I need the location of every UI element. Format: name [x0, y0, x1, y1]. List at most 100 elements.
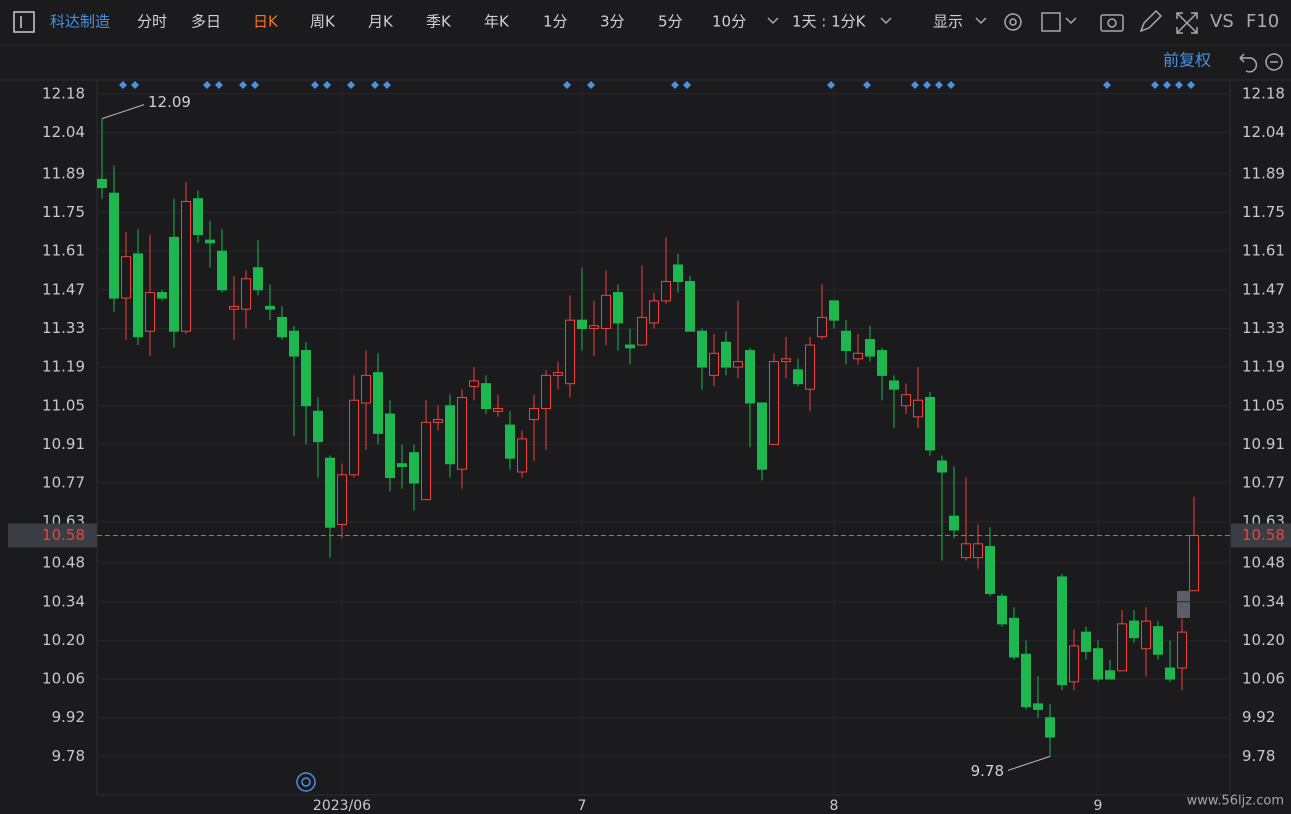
period-tab[interactable]: 1分	[543, 13, 568, 31]
color-icon[interactable]	[1041, 12, 1061, 32]
event-marker[interactable]	[251, 81, 259, 89]
candle-body	[1057, 576, 1067, 686]
display-menu[interactable]: 显示	[933, 13, 963, 31]
adjust-button[interactable]: 前复权	[1163, 51, 1211, 70]
y-tick-label-right: 12.04	[1242, 123, 1285, 141]
candle-body	[637, 316, 647, 346]
event-marker[interactable]	[1103, 81, 1111, 89]
candle-body	[565, 319, 575, 385]
period-tab[interactable]: 3分	[600, 13, 625, 31]
candle-body	[169, 236, 179, 332]
candle-body	[673, 264, 683, 283]
x-tick-label: 7	[578, 798, 587, 814]
fullscreen-icon[interactable]	[1176, 12, 1198, 34]
y-tick-label-right: 9.92	[1242, 708, 1275, 726]
event-marker[interactable]	[311, 81, 319, 89]
period-tab[interactable]: 季K	[426, 13, 452, 31]
event-marker[interactable]	[239, 81, 247, 89]
event-marker[interactable]	[671, 81, 679, 89]
settings-icon[interactable]	[1004, 13, 1022, 31]
candle-body	[853, 352, 863, 360]
chevron[interactable]	[767, 17, 779, 25]
f10-button[interactable]: F10	[1246, 11, 1279, 32]
candle-body	[877, 350, 887, 376]
candle-body	[445, 405, 455, 465]
vs-button[interactable]: VS	[1210, 11, 1234, 32]
period-select[interactable]: 1天 : 1分K	[792, 13, 867, 31]
event-marker[interactable]	[947, 81, 955, 89]
event-marker[interactable]	[1163, 81, 1171, 89]
stock-name[interactable]: 科达制造	[50, 13, 110, 31]
candle-body	[349, 399, 359, 476]
candle-body	[685, 281, 695, 332]
candle-body	[529, 408, 539, 421]
candle-body	[97, 178, 107, 189]
event-marker[interactable]	[683, 81, 691, 89]
event-marker[interactable]	[827, 81, 835, 89]
y-tick-label-right: 11.75	[1242, 203, 1285, 221]
event-marker[interactable]	[323, 81, 331, 89]
period-tab[interactable]: 10分	[712, 13, 746, 31]
candle-body	[985, 546, 995, 594]
event-marker[interactable]	[923, 81, 931, 89]
event-marker[interactable]	[347, 81, 355, 89]
candle-body	[457, 396, 467, 470]
candle-body	[709, 352, 719, 376]
period-tab[interactable]: 5分	[658, 13, 683, 31]
event-marker[interactable]	[1175, 81, 1183, 89]
event-marker[interactable]	[131, 81, 139, 89]
candle-body	[469, 380, 479, 387]
candle-body	[553, 372, 563, 376]
event-marker[interactable]	[203, 81, 211, 89]
chevron[interactable]	[1065, 17, 1077, 25]
period-tab[interactable]: 年K	[484, 13, 510, 31]
candle-body	[1105, 670, 1115, 680]
y-tick-label: 10.77	[42, 474, 85, 492]
y-tick-label: 12.04	[42, 123, 85, 141]
event-marker[interactable]	[1151, 81, 1159, 89]
candle-body	[601, 294, 611, 329]
event-marker[interactable]	[863, 81, 871, 89]
event-marker[interactable]	[119, 81, 127, 89]
candle-body	[181, 200, 191, 332]
y-tick-label: 11.61	[42, 242, 85, 260]
period-tab[interactable]: 日K	[253, 13, 279, 31]
event-marker[interactable]	[383, 81, 391, 89]
event-marker[interactable]	[371, 81, 379, 89]
candle-body	[817, 316, 827, 338]
period-tab[interactable]: 周K	[310, 13, 336, 31]
candle-body	[889, 380, 899, 390]
period-tab[interactable]: 月K	[368, 13, 394, 31]
undo-icon[interactable]	[1239, 53, 1258, 73]
y-tick-label-right: 11.61	[1242, 242, 1285, 260]
y-tick-label-right: 11.47	[1242, 280, 1285, 298]
event-marker[interactable]	[935, 81, 943, 89]
high-pointer	[101, 104, 145, 120]
candle-body	[229, 305, 239, 310]
event-marker[interactable]	[1187, 81, 1195, 89]
period-tab[interactable]: 分时	[137, 13, 167, 31]
candle-body	[541, 374, 551, 410]
candle-body	[157, 292, 167, 299]
y-tick-label: 11.19	[42, 358, 85, 376]
y-tick-label-right: 10.77	[1242, 474, 1285, 492]
chevron[interactable]	[975, 17, 987, 25]
event-marker[interactable]	[587, 81, 595, 89]
price-box-left	[8, 523, 97, 548]
camera-lens	[1107, 18, 1117, 28]
menu-icon[interactable]	[13, 11, 35, 33]
pencil-icon[interactable]	[1139, 9, 1163, 33]
event-marker[interactable]	[215, 81, 223, 89]
event-icon[interactable]	[296, 772, 316, 792]
candle-body	[421, 421, 431, 501]
chevron[interactable]	[880, 17, 892, 25]
candle-body	[373, 372, 383, 434]
event-marker[interactable]	[563, 81, 571, 89]
period-tab[interactable]: 多日	[191, 13, 221, 31]
event-marker[interactable]	[911, 81, 919, 89]
y-tick-label-right: 12.18	[1242, 84, 1285, 102]
zoom-out-icon[interactable]	[1265, 53, 1283, 71]
camera-icon[interactable]	[1100, 14, 1124, 32]
